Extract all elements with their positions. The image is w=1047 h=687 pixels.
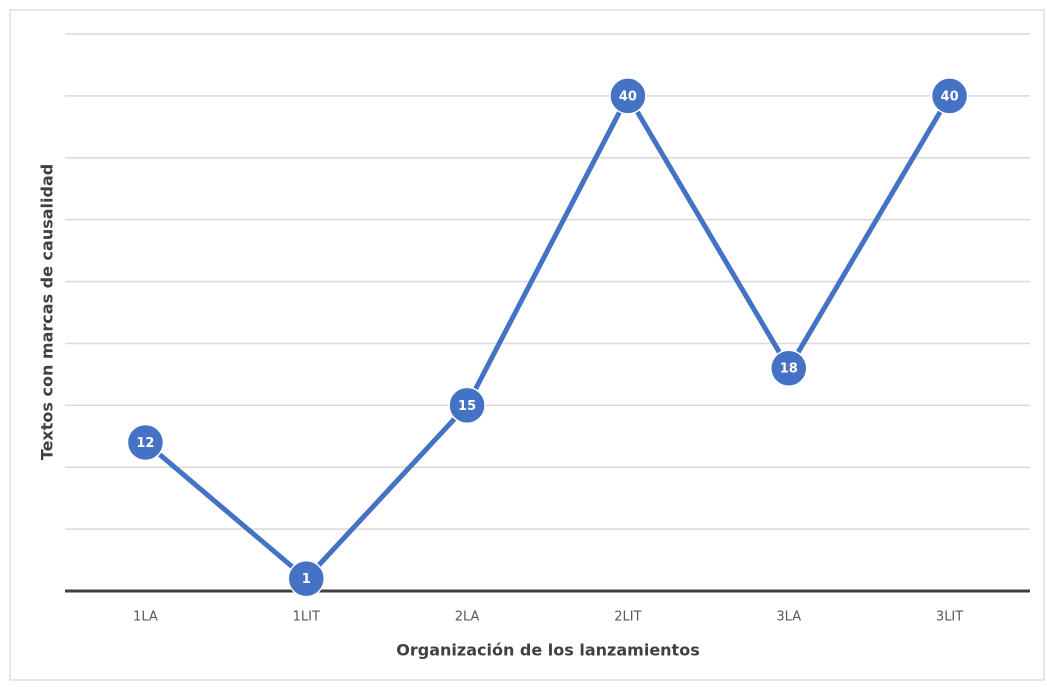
x-tick-label: 3LIT bbox=[936, 610, 963, 625]
data-point bbox=[609, 77, 647, 115]
data-point bbox=[930, 77, 969, 115]
data-label: 18 bbox=[780, 362, 798, 377]
x-tick-label: 1LIT bbox=[293, 610, 320, 625]
x-tick-label: 3LA bbox=[776, 610, 801, 625]
series-line bbox=[143, 93, 952, 582]
data-label: 12 bbox=[136, 436, 154, 451]
x-axis-title: Organización de los lanzamientos bbox=[396, 641, 699, 660]
chart-frame bbox=[9, 9, 1045, 681]
data-label: 1 bbox=[302, 572, 311, 587]
x-tick-label: 2LIT bbox=[614, 610, 641, 625]
x-tick-label: 1LA bbox=[133, 610, 158, 625]
data-point bbox=[770, 349, 808, 387]
data-point bbox=[448, 386, 486, 425]
y-axis-title: Textos con marcas de causalidad bbox=[38, 164, 57, 460]
data-point bbox=[287, 559, 325, 598]
data-label: 15 bbox=[458, 399, 476, 414]
data-label: 40 bbox=[619, 89, 637, 104]
data-label: 40 bbox=[941, 89, 959, 104]
x-tick-label: 2LA bbox=[455, 610, 480, 625]
data-point bbox=[126, 423, 165, 462]
